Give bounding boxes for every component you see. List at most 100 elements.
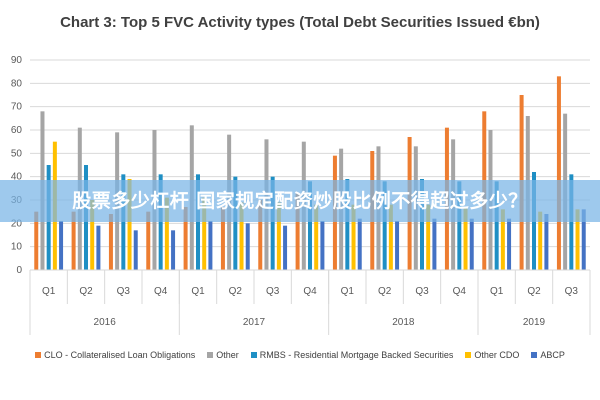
x-tick-label: Q3 [565, 286, 579, 297]
x-tick-label: Q4 [154, 286, 168, 297]
x-tick-label: Q1 [490, 286, 504, 297]
year-groups: 2016 2017 2018 2019 [29, 270, 591, 335]
bar [108, 214, 113, 270]
bar [569, 174, 574, 270]
chart-title: Chart 3: Top 5 FVC Activity types (Total… [60, 14, 540, 31]
y-tick-label: 70 [11, 102, 23, 113]
bar [171, 230, 176, 270]
x-axis-ticks: Q1 Q2 Q3 Q4 Q1 Q2 Q3 Q4 Q1 Q2 Q3 Q4 Q1 Q2 Q3 [29, 269, 590, 304]
bar [544, 214, 549, 270]
x-tick-label: Q2 [378, 286, 392, 297]
y-tick-label: 0 [16, 265, 22, 276]
bar [96, 225, 101, 270]
x-tick-label: Q2 [229, 286, 243, 297]
x-tick-label: Q1 [191, 286, 205, 297]
legend-label: CLO - Collateralised Loan Obligations [44, 350, 196, 360]
bar [158, 174, 163, 270]
x-tick-label: Q3 [415, 286, 429, 297]
legend-swatch [531, 352, 538, 358]
year-group-label: 2019 [523, 317, 546, 328]
bar [463, 207, 468, 270]
bar [71, 211, 76, 270]
bar [258, 200, 263, 270]
bar [239, 202, 244, 270]
bar [295, 193, 300, 270]
x-tick-label: Q2 [79, 286, 93, 297]
bar [127, 179, 132, 270]
y-tick-label: 90 [11, 55, 23, 66]
y-tick-label: 50 [11, 148, 23, 159]
bar [420, 179, 424, 270]
bar [469, 218, 474, 270]
y-tick-label: 60 [11, 125, 23, 136]
bar [320, 221, 325, 270]
bar [59, 221, 64, 270]
year-group-label: 2018 [392, 317, 415, 328]
bar [308, 181, 312, 270]
bar [382, 181, 387, 270]
legend-item: CLO - Collateralised Loan Obligations [35, 350, 195, 360]
bar [314, 204, 319, 270]
legend-swatch [35, 352, 42, 358]
legend-swatch [250, 352, 257, 358]
legend-item: RMBS - Residential Mortgage Backed Secur… [250, 350, 454, 360]
y-axis-ticks: 0102030405060708090 [11, 55, 23, 276]
bar [121, 174, 126, 270]
bar [270, 176, 275, 270]
legend-swatch [465, 352, 472, 358]
bar [538, 211, 543, 270]
bar [183, 207, 188, 270]
x-tick-label: Q4 [453, 286, 467, 297]
bar [283, 225, 288, 270]
bar [500, 209, 505, 270]
bar [432, 218, 437, 270]
bar [233, 176, 238, 270]
legend-label: Other [216, 350, 239, 360]
x-tick-label: Q1 [341, 286, 355, 297]
year-group-label: 2017 [243, 317, 266, 328]
x-tick-label: Q1 [42, 286, 56, 297]
y-tick-label: 40 [11, 172, 23, 183]
bar [245, 223, 250, 270]
legend-item: ABCP [531, 350, 565, 360]
legend-label: Other CDO [474, 350, 520, 360]
y-tick-label: 20 [11, 218, 23, 229]
bar [164, 197, 169, 270]
bar [90, 200, 95, 270]
bar [276, 202, 281, 270]
bar [575, 209, 580, 270]
bar [388, 204, 393, 270]
legend-item: Other CDO [465, 350, 519, 360]
bar [202, 197, 207, 270]
year-group-label: 2016 [94, 317, 117, 328]
bar [208, 221, 213, 270]
legend-item: Other [207, 350, 239, 360]
bar [345, 179, 350, 270]
bar [395, 221, 400, 270]
x-tick-label: Q4 [303, 286, 317, 297]
legend-label: RMBS - Residential Mortgage Backed Secur… [259, 350, 454, 360]
bar [133, 230, 138, 270]
bar [426, 204, 431, 270]
bar [581, 209, 586, 270]
bar [146, 211, 151, 270]
y-tick-label: 80 [11, 78, 23, 89]
bars [34, 76, 586, 271]
bar [494, 181, 499, 270]
bar [220, 207, 225, 270]
legend-swatch [207, 352, 214, 358]
bar [457, 181, 462, 270]
legend-label: ABCP [540, 350, 565, 360]
overlay-banner: 股票多少杠杆 国家规定配资炒股比例不得超过多少？ [0, 180, 600, 222]
y-tick-label: 10 [11, 242, 23, 253]
bar [196, 174, 200, 270]
bar [507, 218, 512, 270]
legend: CLO - Collateralised Loan Obligations Oth… [0, 350, 600, 360]
bar [34, 211, 39, 270]
x-tick-label: Q3 [266, 286, 280, 297]
bar [357, 218, 362, 270]
x-tick-label: Q3 [117, 286, 131, 297]
bar [556, 76, 561, 270]
x-tick-label: Q2 [527, 286, 541, 297]
bar [351, 204, 356, 270]
